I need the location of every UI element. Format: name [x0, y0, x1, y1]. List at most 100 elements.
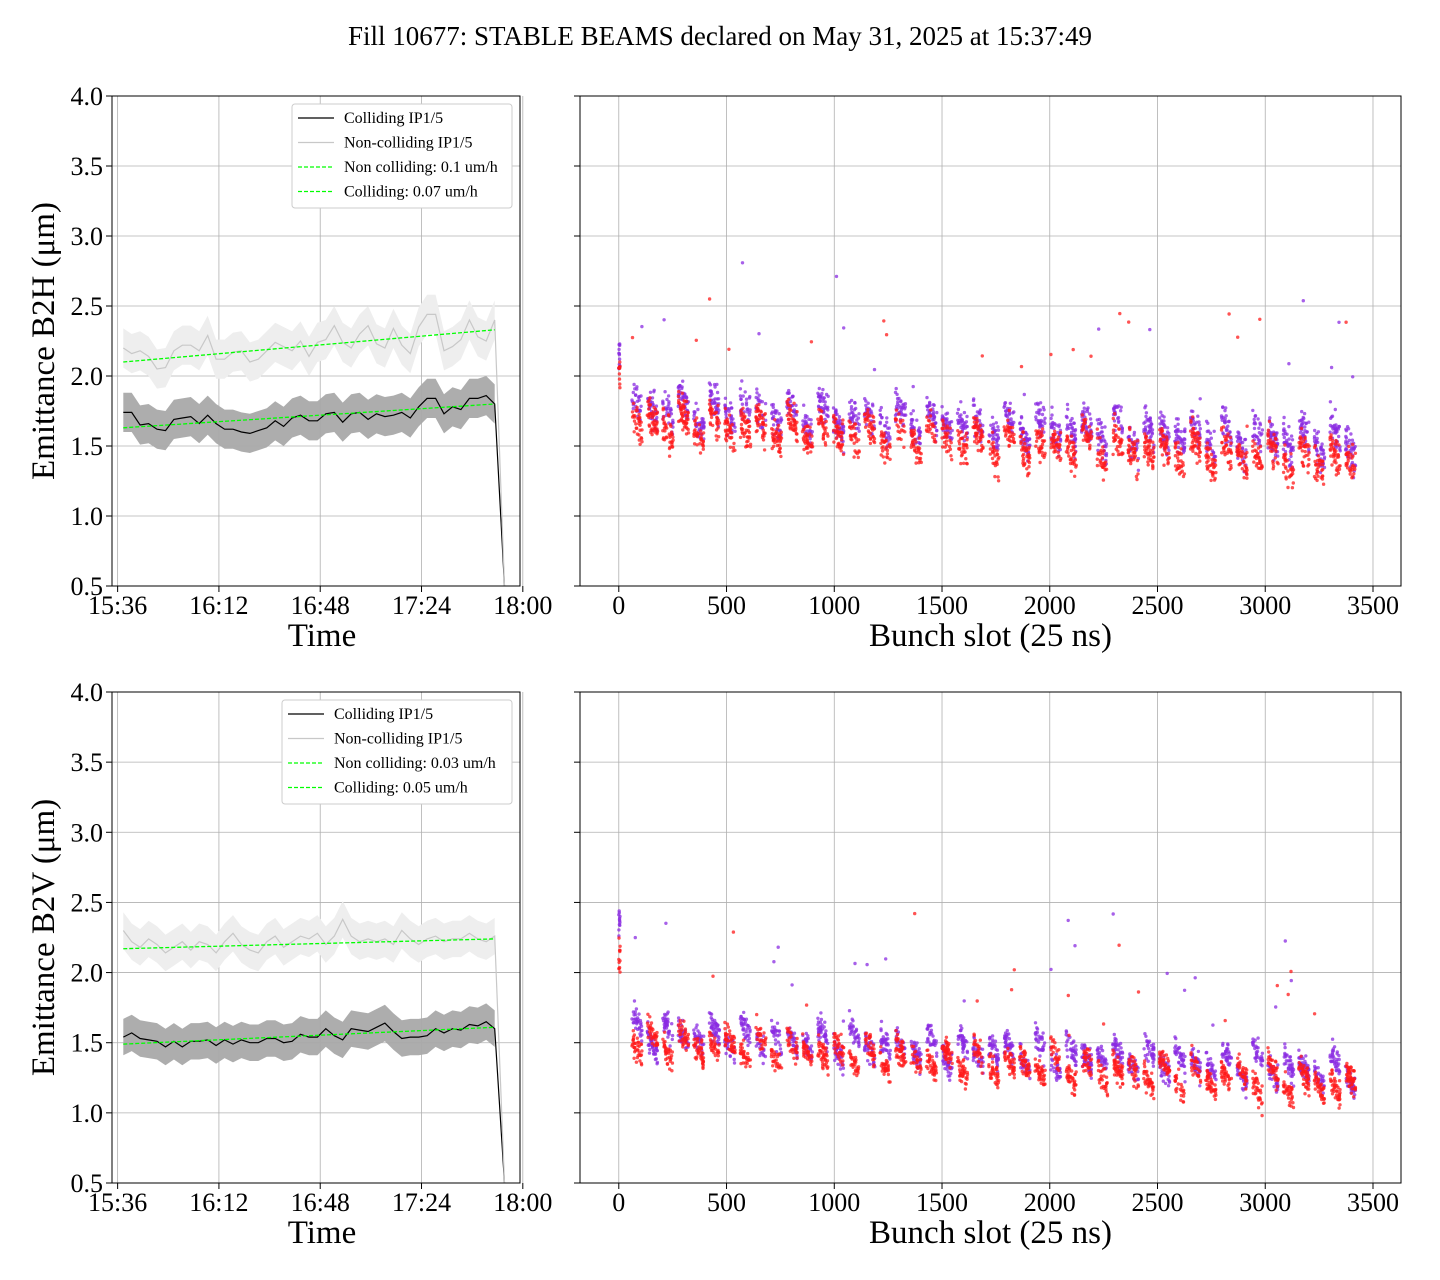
bunch-point	[1189, 420, 1193, 424]
bunch-point	[1258, 421, 1262, 425]
bunch-point	[878, 420, 882, 424]
bunch-point	[724, 412, 728, 417]
bunch-point	[1148, 416, 1152, 421]
bunch-point	[1245, 476, 1249, 480]
bunch-point	[1151, 1060, 1155, 1065]
bunch-point	[1198, 450, 1202, 454]
bunch-point	[1283, 449, 1288, 454]
bunch-point	[738, 435, 743, 440]
bunch-point	[852, 441, 856, 445]
bunch-point	[964, 431, 969, 435]
bunch-point	[965, 414, 969, 419]
bunch-point	[960, 453, 964, 457]
bunch-point	[650, 432, 654, 437]
bunch-point	[1012, 410, 1016, 414]
bunch-point	[740, 402, 745, 406]
bunch-point	[1035, 436, 1040, 440]
bunch-point	[931, 410, 936, 414]
bunch-point	[1072, 452, 1076, 456]
bunch-point	[1142, 455, 1147, 459]
bunch-point	[930, 424, 935, 429]
bunch-point	[854, 436, 858, 440]
bunch-point	[1221, 431, 1225, 435]
bunch-point	[1251, 439, 1255, 443]
bunch-point	[1118, 444, 1122, 449]
bunch-point	[1009, 425, 1013, 430]
bunch-point	[1114, 433, 1118, 437]
bunch-point	[1176, 456, 1180, 460]
bunch-point	[1151, 451, 1155, 455]
bunch-point	[1205, 464, 1209, 468]
bunch-point	[746, 407, 750, 411]
bunch-point	[1126, 448, 1130, 452]
bunch-point	[711, 423, 715, 428]
bunch-point	[976, 439, 981, 444]
bunch-point	[1227, 312, 1231, 316]
bunch-point	[885, 455, 889, 459]
bunch-point	[1333, 442, 1338, 446]
bunch-point	[1104, 453, 1109, 458]
bunch-point	[1173, 445, 1178, 449]
bunch-point	[724, 409, 728, 413]
bunch-point	[912, 428, 916, 432]
bunch-point	[1166, 456, 1171, 461]
fit-line	[123, 403, 495, 429]
bunch-point	[928, 400, 932, 405]
bunch-point	[708, 383, 713, 387]
bunch-point	[631, 390, 635, 395]
bunch-point	[808, 432, 812, 436]
bunch-point	[838, 422, 842, 426]
bunch-point	[1345, 461, 1349, 466]
bunch-point	[866, 414, 870, 418]
x-axis-label: Time	[288, 618, 356, 654]
bunch-point	[1226, 424, 1230, 428]
bunch-point	[885, 416, 889, 420]
bunch-point	[821, 434, 826, 438]
bunch-point	[1224, 420, 1228, 424]
bunch-point	[945, 411, 950, 415]
bunch-point	[1049, 1063, 1054, 1068]
bunch-point	[1226, 461, 1231, 465]
bunch-point	[731, 449, 735, 453]
bunch-point	[684, 395, 688, 400]
bunch-point	[1197, 444, 1201, 448]
bunch-point	[915, 1041, 919, 1045]
bunch-point	[1271, 467, 1275, 471]
bunch-point	[991, 436, 996, 440]
bunch-point	[834, 417, 838, 421]
bunch-point	[1146, 444, 1150, 448]
bunch-point	[1008, 434, 1013, 438]
bunch-point	[885, 420, 889, 424]
bunch-point	[817, 386, 821, 391]
bunch-point	[1144, 436, 1148, 440]
bunch-point	[1114, 447, 1119, 451]
bunch-point	[640, 1039, 644, 1043]
bunch-point	[708, 398, 712, 402]
bunch-point	[1070, 1053, 1074, 1057]
bunch-point	[945, 450, 949, 454]
bunch-point	[841, 1019, 846, 1023]
bunch-point	[857, 429, 861, 433]
bunch-point	[717, 435, 721, 439]
bunch-point	[1057, 445, 1062, 449]
bunch-point	[990, 430, 995, 434]
bunch-point	[790, 395, 794, 399]
bunch-point	[1223, 417, 1227, 421]
bunch-point	[1035, 410, 1039, 415]
bunch-point	[617, 377, 622, 381]
bunch-point	[848, 433, 853, 437]
bunch-point	[1301, 299, 1306, 303]
bunch-point	[792, 414, 796, 418]
bunch-point	[1127, 445, 1132, 449]
bunch-point	[838, 434, 842, 439]
x-tick-label: 2000	[1024, 1188, 1076, 1217]
bunch-point	[1119, 1046, 1123, 1050]
bunch-point	[1118, 1041, 1123, 1046]
bunch-point	[682, 404, 686, 409]
bunch-point	[1111, 428, 1116, 432]
bunch-point	[956, 433, 961, 437]
bunch-point	[1333, 452, 1338, 456]
bunch-point	[810, 441, 814, 445]
bunch-point	[1082, 401, 1086, 405]
